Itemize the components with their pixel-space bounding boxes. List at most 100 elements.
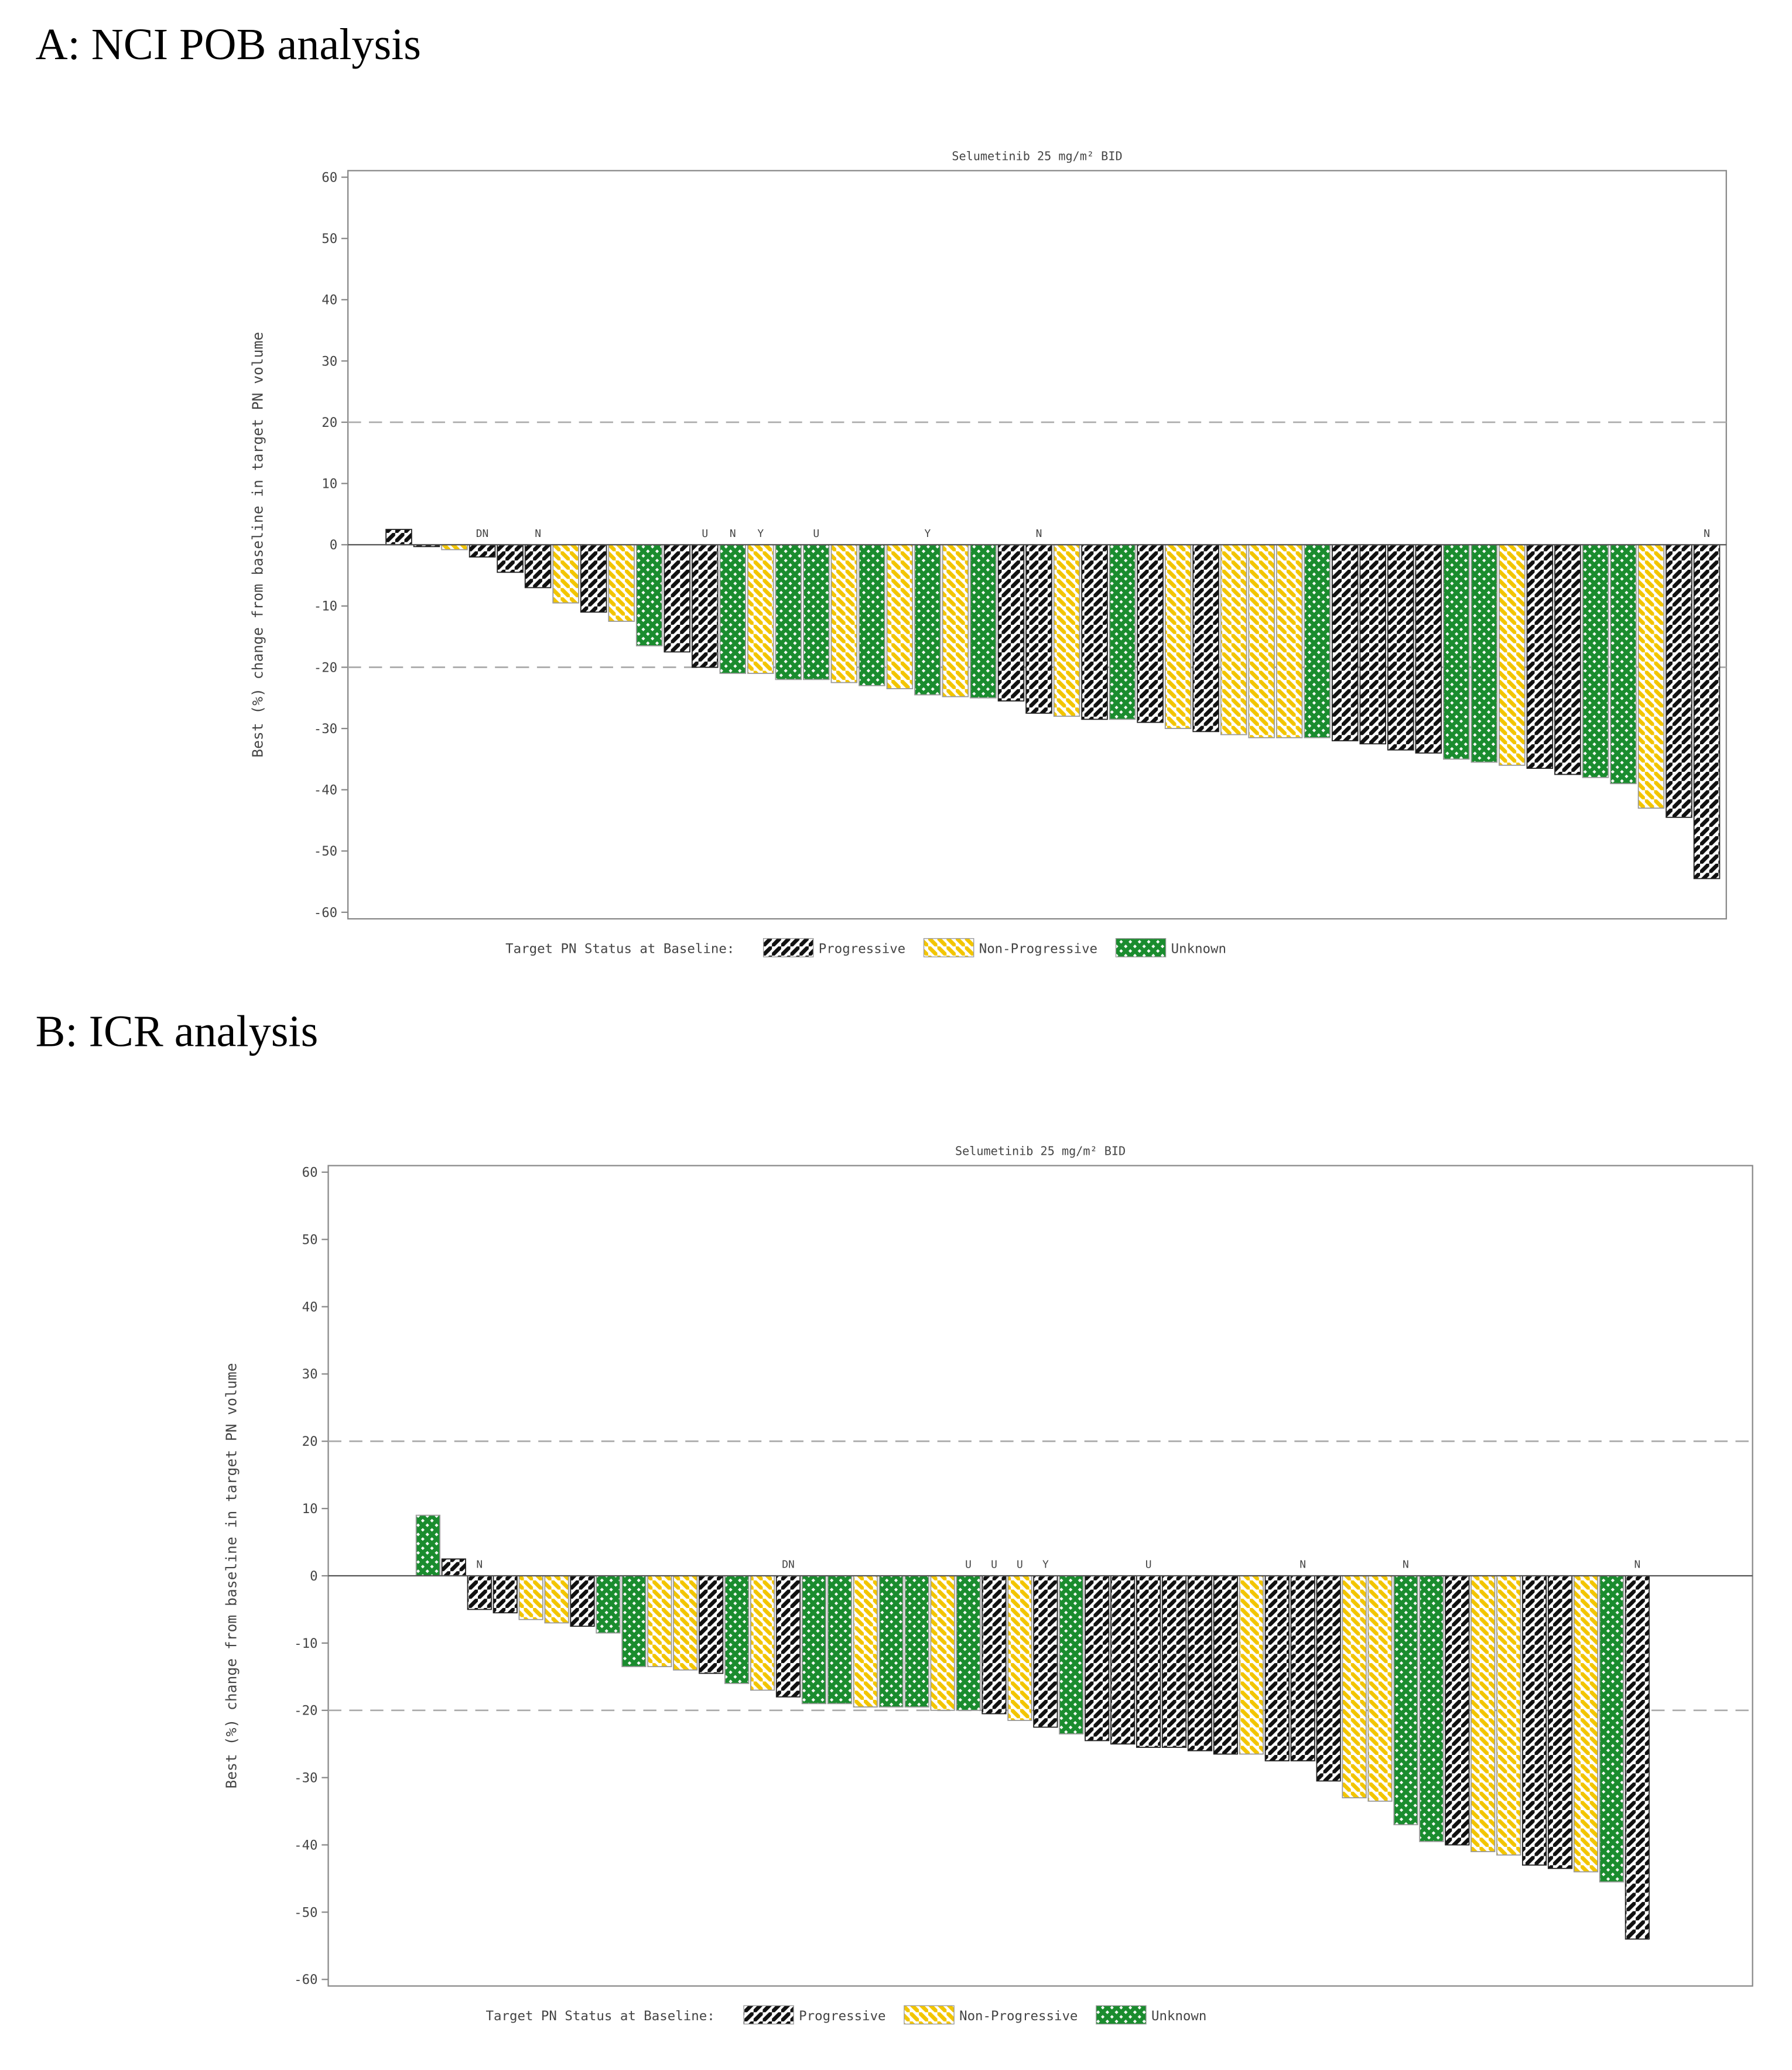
bar — [1693, 544, 1721, 880]
bar — [1264, 1575, 1290, 1761]
bar — [1136, 1575, 1161, 1748]
panel-title: A: NCI POB analysis — [36, 20, 421, 69]
legend-label: Progressive — [799, 2009, 885, 2024]
bar — [1085, 1575, 1110, 1741]
bar — [1109, 544, 1136, 720]
bar — [1025, 544, 1052, 714]
bar — [997, 544, 1025, 702]
legend-label: Unknown — [1171, 941, 1226, 956]
bar — [1187, 1575, 1213, 1751]
y-tick-label: 30 — [302, 1367, 318, 1382]
bar — [1248, 544, 1275, 738]
legend-label: Non-Progressive — [959, 2009, 1078, 2024]
bar — [827, 1575, 852, 1705]
bar — [1213, 1575, 1239, 1755]
bar-annotation: U — [813, 528, 819, 540]
bar-annotation: U — [1145, 1559, 1152, 1571]
chart-title: Selumetinib 25 mg/m² BID — [955, 1144, 1126, 1158]
bar — [1554, 544, 1581, 775]
bar — [1342, 1575, 1367, 1799]
y-tick-label: -20 — [314, 660, 337, 675]
bar — [1599, 1575, 1625, 1883]
bar-annotation: U — [965, 1559, 972, 1571]
bar — [1290, 1575, 1315, 1761]
bar — [1387, 544, 1414, 751]
bar — [673, 1575, 698, 1671]
y-tick-label: -50 — [314, 844, 337, 859]
legend-title: Target PN Status at Baseline: — [505, 941, 734, 956]
bar — [524, 544, 552, 589]
bar — [859, 544, 885, 686]
legend-label: Non-Progressive — [979, 941, 1097, 956]
bar — [1316, 1575, 1341, 1782]
bar — [1053, 544, 1080, 717]
bar — [580, 544, 607, 613]
bar — [1582, 544, 1609, 778]
bar — [441, 544, 468, 550]
y-tick-label: -40 — [294, 1838, 317, 1853]
y-tick-label: -40 — [314, 783, 337, 798]
bar-annotation: U — [702, 528, 708, 540]
bar — [747, 544, 774, 674]
bar — [803, 544, 830, 680]
y-tick-label: 20 — [302, 1434, 318, 1449]
bar — [1666, 544, 1692, 818]
bar-annotation: Y — [925, 528, 931, 540]
bar — [914, 544, 941, 696]
bar — [886, 544, 914, 689]
bar — [1637, 544, 1665, 809]
legend-label: Progressive — [819, 941, 905, 956]
bar — [1033, 1575, 1058, 1728]
bar-annotation: N — [1634, 1559, 1640, 1571]
bar-annotation: DN — [476, 528, 489, 540]
bar — [719, 544, 747, 674]
bar — [1393, 1575, 1418, 1825]
bar — [1443, 544, 1470, 760]
bar — [878, 1575, 904, 1708]
bar — [956, 1575, 981, 1711]
bar — [1526, 544, 1554, 769]
bar — [942, 544, 969, 697]
y-tick-label: -20 — [294, 1703, 317, 1719]
bar — [1304, 544, 1331, 738]
bar — [1470, 544, 1498, 763]
bar — [544, 1575, 569, 1624]
bar — [699, 1575, 724, 1674]
legend-title: Target PN Status at Baseline: — [486, 2009, 715, 2024]
y-tick-label: 50 — [322, 231, 337, 247]
bar — [497, 544, 524, 573]
bar — [830, 544, 858, 683]
bar-annotation: Y — [1042, 1559, 1049, 1571]
bar — [1220, 544, 1247, 735]
y-tick-label: -10 — [294, 1636, 317, 1651]
y-tick-label: -30 — [294, 1771, 317, 1786]
bar-annotation: N — [476, 1559, 483, 1571]
y-tick-label: -50 — [294, 1905, 317, 1920]
bar — [1007, 1575, 1032, 1721]
bar — [1137, 544, 1164, 723]
bar-annotation: N — [1299, 1559, 1306, 1571]
y-axis-label: Best (%) change from baseline in target … — [249, 332, 266, 758]
bar — [1625, 1575, 1650, 1940]
legend-swatch — [1096, 2005, 1147, 2025]
bar — [1415, 544, 1442, 754]
bar — [647, 1575, 672, 1668]
bar — [775, 544, 802, 680]
bar — [596, 1575, 621, 1634]
y-tick-label: -10 — [314, 599, 337, 614]
bar-annotation: DN — [782, 1559, 795, 1571]
y-tick-label: -60 — [294, 1972, 317, 1987]
y-tick-label: 50 — [302, 1232, 318, 1247]
bar — [467, 1575, 492, 1610]
y-tick-label: 30 — [322, 354, 337, 369]
y-axis-label: Best (%) change from baseline in target … — [223, 1363, 240, 1789]
bar — [775, 1575, 801, 1698]
bar-annotation: N — [1036, 528, 1042, 540]
bar — [904, 1575, 929, 1708]
bar — [691, 544, 719, 668]
bar — [1367, 1575, 1393, 1802]
bar — [970, 544, 997, 699]
bar — [1161, 1575, 1187, 1748]
bar-annotation: Y — [757, 528, 764, 540]
